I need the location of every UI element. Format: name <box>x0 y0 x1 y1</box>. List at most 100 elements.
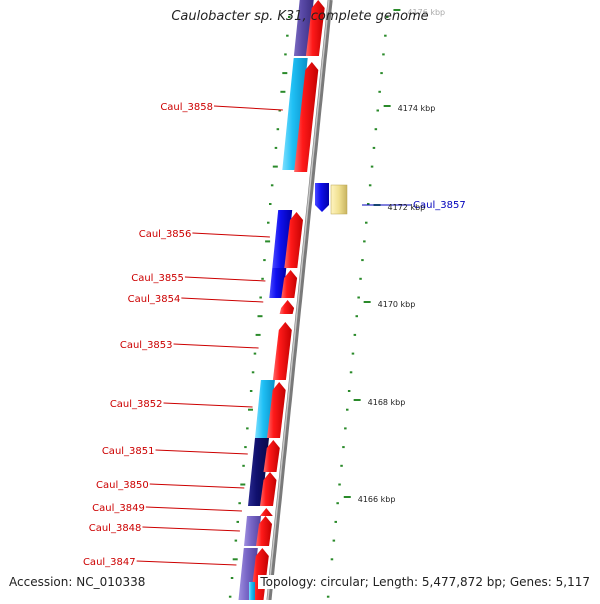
genome-backbone <box>266 0 333 601</box>
leader-line <box>181 297 264 303</box>
gene-label-caul-3858: Caul_3858 <box>160 102 213 113</box>
inner-tick <box>257 315 263 318</box>
forward-gene-arrow <box>272 322 292 380</box>
gene-label-caul-3855: Caul_3855 <box>131 273 184 284</box>
outer-tick <box>330 558 334 561</box>
gene-label-caul-3857: Caul_3857 <box>413 200 466 211</box>
leader-line <box>192 232 270 238</box>
gene-label-caul-3854: Caul_3854 <box>128 294 181 305</box>
outer-tick <box>332 539 336 542</box>
gene-label-caul-3852: Caul_3852 <box>110 399 163 410</box>
outer-tick <box>378 90 381 93</box>
inner-tick <box>244 446 247 449</box>
leader-line <box>149 483 245 489</box>
inner-tick <box>263 259 266 262</box>
inner-tick <box>248 408 253 411</box>
forward-gene-arrow <box>279 300 295 314</box>
outer-tick <box>367 203 370 205</box>
outer-tick <box>326 595 330 598</box>
gene-label-caul-3847: Caul_3847 <box>83 557 136 568</box>
forward-gene-arrow <box>267 382 286 438</box>
outer-tick <box>380 72 383 75</box>
outer-tick <box>334 520 337 523</box>
scale-tick <box>393 9 401 11</box>
inner-tick <box>253 352 257 355</box>
inner-tick <box>246 427 249 430</box>
outer-tick <box>355 315 358 318</box>
outer-tick <box>361 259 364 262</box>
outer-tick <box>386 16 389 18</box>
outer-tick <box>342 446 345 449</box>
inner-tick <box>269 203 272 205</box>
inner-tick <box>242 464 245 467</box>
outer-tick <box>374 128 378 131</box>
accession-label: Accession: NC_010338 <box>9 575 146 589</box>
forward-gene-arrow <box>260 472 277 506</box>
scale-label: 4168 kbp <box>368 398 406 407</box>
leader-line <box>163 402 253 408</box>
leader-line <box>213 105 283 111</box>
inner-tick <box>228 595 232 598</box>
inner-tick <box>272 165 278 168</box>
leader-line <box>142 526 240 532</box>
gene-label-caul-3856: Caul_3856 <box>139 229 192 240</box>
gene-label-caul-3850: Caul_3850 <box>96 480 149 491</box>
gene-label-caul-3851: Caul_3851 <box>102 446 155 457</box>
gene-label-caul-3849: Caul_3849 <box>92 503 145 514</box>
forward-gene-arrow <box>281 270 298 298</box>
leader-line <box>155 449 248 455</box>
inner-tick <box>259 296 262 299</box>
outer-tick <box>353 333 357 336</box>
outer-tick <box>359 277 362 280</box>
genome-title: Caulobacter sp. K31, complete genome <box>171 9 429 24</box>
inner-tick <box>288 16 291 18</box>
outer-tick <box>363 240 366 243</box>
inner-tick <box>251 371 255 374</box>
scale-label: 4174 kbp <box>398 104 436 113</box>
inner-tick <box>286 34 289 37</box>
gene-label-caul-3848: Caul_3848 <box>89 523 142 534</box>
outer-tick <box>357 296 360 299</box>
inner-tick <box>261 277 264 280</box>
inner-tick <box>265 240 271 243</box>
outer-tick <box>344 427 347 430</box>
outer-gene-blue <box>315 183 329 212</box>
inner-tick <box>236 520 239 523</box>
forward-gene-arrow <box>256 516 272 546</box>
outer-tick <box>340 464 343 467</box>
inner-tick <box>230 577 234 579</box>
forward-gene-arrow <box>259 508 273 516</box>
scale-tick <box>363 301 371 303</box>
outer-tick <box>372 146 376 149</box>
topology-label: Topology: circular; Length: 5,477,872 bp… <box>258 575 590 589</box>
leader-line <box>145 506 242 512</box>
forward-gene-arrow <box>284 212 303 268</box>
outer-tick <box>370 165 374 168</box>
outer-tick <box>349 371 353 374</box>
outer-tick <box>338 483 341 486</box>
leader-line <box>184 276 266 282</box>
outer-tick <box>382 53 385 56</box>
reverse-gene-bar <box>244 516 261 546</box>
reverse-gene-bar <box>249 582 255 600</box>
outer-tick <box>384 34 387 37</box>
inner-tick <box>232 558 238 561</box>
scale-tick <box>353 399 361 401</box>
inner-tick <box>238 502 241 505</box>
outer-tick <box>351 352 355 355</box>
outer-tick <box>365 221 368 224</box>
inner-tick <box>255 333 261 336</box>
gene-label-caul-3853: Caul_3853 <box>120 340 173 351</box>
inner-tick <box>240 483 246 486</box>
outer-gene-yellow <box>330 184 348 215</box>
inner-tick <box>276 128 280 131</box>
scale-label: 4170 kbp <box>378 300 416 309</box>
reverse-gene-bar <box>269 268 287 298</box>
scale-tick <box>383 105 391 107</box>
outer-tick <box>368 184 372 187</box>
scale-tick <box>343 496 351 498</box>
inner-tick <box>274 146 278 149</box>
inner-tick <box>280 90 286 93</box>
